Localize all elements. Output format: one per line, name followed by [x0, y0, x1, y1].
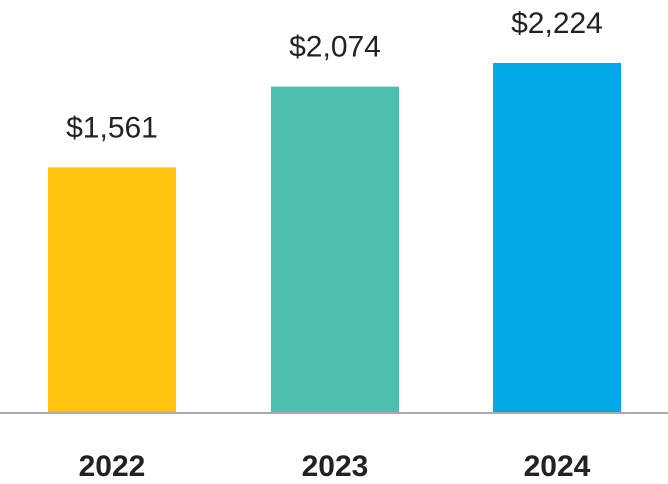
x-tick-label-2022: 2022: [79, 450, 146, 483]
bar-2022: [48, 167, 176, 413]
category-labels-group: 2022 2023 2024: [79, 450, 591, 483]
data-label-2022: $1,561: [66, 111, 158, 144]
bar-2024: [493, 63, 621, 413]
data-label-2024: $2,224: [511, 7, 603, 40]
bar-2023: [271, 86, 399, 414]
value-labels-group: $1,561 $2,074 $2,224: [66, 7, 603, 144]
x-tick-label-2024: 2024: [524, 450, 591, 483]
bars-group: [48, 63, 621, 414]
x-tick-label-2023: 2023: [302, 450, 369, 483]
data-label-2023: $2,074: [289, 31, 381, 64]
